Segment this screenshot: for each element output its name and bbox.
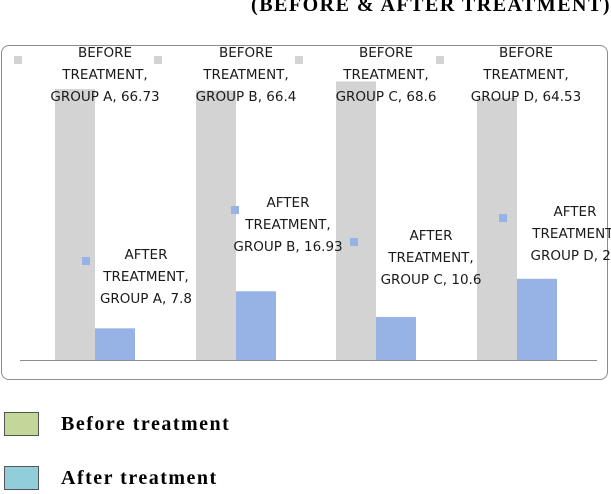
bar-after-group-c <box>376 316 416 360</box>
plot-frame <box>1 45 608 380</box>
legend-label-before: Before treatment <box>61 412 231 435</box>
bar-after-group-a <box>95 328 135 360</box>
data-label-before-group-c: BEFORE TREATMENT, GROUP C, 68.6 <box>336 45 437 105</box>
data-label-marker-before-group-a <box>14 56 22 64</box>
data-label-before-group-d: BEFORE TREATMENT, GROUP D, 64.53 <box>471 45 581 105</box>
bar-after-group-d <box>517 278 557 360</box>
data-label-after-group-c: AFTER TREATMENT, GROUP C, 10.6 <box>381 228 482 288</box>
data-label-marker-before-group-b <box>154 56 162 64</box>
chart-title: (BEFORE & AFTER TREATMENT) <box>251 0 611 16</box>
bar-before-group-d <box>477 98 517 360</box>
data-label-marker-after-group-d <box>499 214 507 222</box>
bar-after-group-b <box>236 291 276 360</box>
data-label-before-group-a: BEFORE TREATMENT, GROUP A, 66.73 <box>50 45 159 105</box>
legend-item-before: Before treatment <box>4 412 230 436</box>
data-label-after-group-a: AFTER TREATMENT, GROUP A, 7.8 <box>100 247 192 307</box>
data-label-marker-before-group-d <box>436 56 444 64</box>
data-label-marker-after-group-b <box>231 206 239 214</box>
data-label-marker-after-group-c <box>350 238 358 246</box>
data-label-marker-before-group-c <box>295 56 303 64</box>
legend-swatch-before <box>4 412 39 436</box>
bar-before-group-a <box>55 89 95 360</box>
data-label-before-group-b: BEFORE TREATMENT, GROUP B, 66.4 <box>196 45 297 105</box>
data-label-marker-after-group-a <box>82 257 90 265</box>
bar-before-group-c <box>336 81 376 360</box>
legend-item-after: After treatment <box>4 466 218 490</box>
legend-label-after: After treatment <box>61 466 218 489</box>
legend-swatch-after <box>4 466 39 490</box>
data-label-after-group-b: AFTER TREATMENT, GROUP B, 16.93 <box>233 195 342 255</box>
bar-before-group-b <box>196 90 236 360</box>
data-label-after-group-d: AFTER TREATMENT, GROUP D, 20 <box>531 204 611 264</box>
